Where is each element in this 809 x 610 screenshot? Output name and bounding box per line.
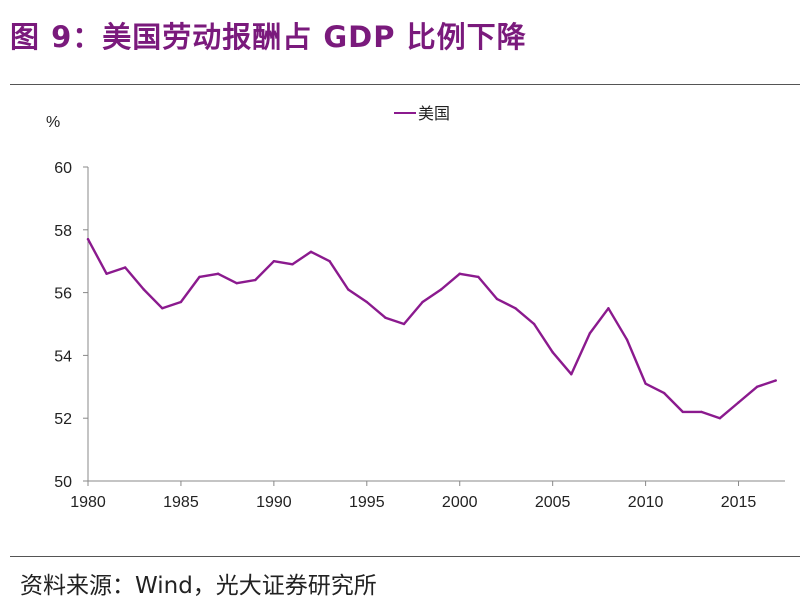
data-point	[532, 322, 536, 326]
data-point	[365, 300, 368, 304]
y-tick-label: 56	[54, 286, 72, 303]
y-tick-label: 52	[54, 411, 72, 428]
data-point	[755, 385, 759, 388]
data-point	[272, 260, 276, 263]
data-point	[718, 417, 722, 420]
data-point	[662, 391, 666, 395]
figure-title: 图 9：美国劳动报酬占 GDP 比例下降	[10, 20, 527, 54]
data-point	[588, 332, 592, 335]
bottom-rule	[10, 556, 800, 557]
data-point	[235, 281, 238, 285]
axes	[87, 167, 785, 482]
data-point	[123, 266, 127, 269]
data-point	[700, 410, 703, 414]
source-note: 资料来源：Wind，光大证券研究所	[20, 573, 377, 599]
data-point	[216, 272, 220, 275]
line-chart: % 美国 50 52 54 56 58 60 1980 1985 1990 1995 2000 20…	[46, 104, 785, 511]
data-point	[681, 410, 684, 414]
data-point	[495, 297, 499, 301]
y-tick-label: 54	[54, 348, 72, 365]
x-tick-label: 2010	[628, 494, 664, 511]
top-rule	[10, 84, 800, 85]
data-point	[514, 307, 517, 310]
data-point	[625, 338, 629, 341]
y-tick-label: 60	[54, 160, 72, 177]
data-point	[384, 316, 387, 319]
data-point	[644, 382, 647, 385]
data-point	[254, 278, 257, 282]
data-point	[105, 272, 108, 275]
legend: 美国	[394, 104, 450, 123]
legend-label: 美国	[418, 104, 450, 123]
x-tick-label: 2015	[721, 494, 757, 511]
data-point	[161, 307, 164, 310]
data-point	[402, 322, 406, 326]
x-ticks: 1980 1985 1990 1995 2000 2005 2010 2015	[70, 481, 756, 511]
y-tick-label: 50	[54, 474, 72, 491]
y-tick-label: 58	[54, 223, 72, 240]
x-tick-label: 1990	[256, 494, 292, 511]
y-ticks: 50 52 54 56 58 60	[54, 160, 88, 491]
x-tick-label: 1995	[349, 494, 385, 511]
data-point	[347, 288, 350, 291]
data-point	[439, 288, 443, 291]
x-tick-label: 1985	[163, 494, 199, 511]
data-point	[607, 307, 610, 310]
data-point	[477, 275, 480, 279]
data-point	[570, 373, 573, 376]
data-point	[737, 401, 740, 404]
data-point	[291, 263, 294, 266]
data-point	[328, 260, 331, 263]
data-point	[551, 351, 554, 354]
x-tick-label: 2005	[535, 494, 571, 511]
x-tick-label: 1980	[70, 494, 106, 511]
data-point	[179, 300, 183, 304]
data-point	[86, 238, 90, 241]
data-point	[421, 300, 424, 304]
y-axis-unit-label: %	[46, 114, 60, 131]
series-line-us	[86, 237, 777, 420]
data-point	[309, 250, 313, 253]
data-point	[142, 288, 145, 291]
series-layer	[86, 237, 777, 420]
data-point	[774, 379, 777, 382]
x-tick-label: 2000	[442, 494, 478, 511]
data-point	[458, 272, 461, 275]
data-point	[198, 275, 201, 279]
